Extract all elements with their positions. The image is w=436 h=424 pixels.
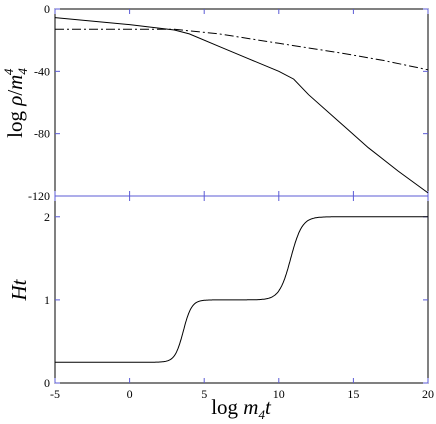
xtick-label: 20 bbox=[422, 387, 434, 401]
bottom-ylabel: Ht bbox=[7, 278, 31, 301]
top-ylabel: log ρ/m44 bbox=[1, 68, 30, 138]
top-ytick-label: -40 bbox=[34, 64, 50, 78]
top-ytick-label: -80 bbox=[34, 127, 50, 141]
xtick-label: -5 bbox=[50, 387, 60, 401]
bottom-ytick-label: 0 bbox=[44, 376, 50, 390]
x-axis-title: log m4t bbox=[211, 395, 272, 422]
top-ylabel-sup: 4 bbox=[1, 68, 16, 75]
top-ylabel-sub: 4 bbox=[15, 68, 30, 75]
xtick-label: 15 bbox=[347, 387, 359, 401]
bottom-ytick-label: 1 bbox=[44, 293, 50, 307]
top-solid-curve bbox=[54, 17, 429, 194]
bottom-panel-frame bbox=[54, 195, 429, 384]
top-panel-frame bbox=[54, 8, 429, 197]
xtick-label: 0 bbox=[127, 387, 133, 401]
x-axis-title-sub: 4 bbox=[258, 407, 265, 422]
top-dashdot-curve bbox=[55, 28, 429, 71]
top-ytick-label: -120 bbox=[28, 189, 50, 203]
top-ytick-label: 0 bbox=[44, 2, 50, 16]
xtick-label: 5 bbox=[201, 387, 207, 401]
bottom-step-curve bbox=[55, 216, 428, 363]
chart-curves bbox=[54, 17, 429, 363]
bottom-ytick-label: 2 bbox=[44, 210, 50, 224]
xtick-label: 10 bbox=[273, 387, 285, 401]
